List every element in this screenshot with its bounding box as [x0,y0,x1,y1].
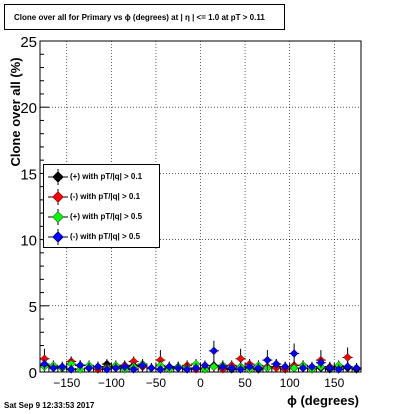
data-point [102,365,112,374]
legend-label: (+) with pT/|q| > 0.5 [70,212,143,221]
data-point [236,365,245,374]
x-tick-label: −150 [53,376,80,390]
legend-label: (-) with pT/|q| > 0.5 [70,232,141,241]
data-point [280,362,290,371]
data-point [75,361,85,370]
legend-marker-green [48,209,68,225]
data-point [316,358,326,368]
data-point [191,363,201,373]
legend-marker-black [48,169,68,185]
data-point [111,363,121,373]
data-point [66,365,76,374]
data-point [129,365,138,374]
y-tick-label: 20 [20,100,37,117]
data-point [218,362,228,371]
data-point [325,363,335,373]
legend-marker-blue [48,229,68,245]
data-point [289,363,299,373]
data-point [289,349,299,358]
data-point [343,353,352,362]
data-point [263,355,272,365]
chart-title: Clone over all for Primary vs ϕ (degrees… [4,4,285,30]
data-point [182,365,192,374]
data-point [173,363,183,373]
x-tick-label: 150 [324,376,344,390]
data-point [200,361,210,370]
legend-entry-plus-05: (+) with pT/|q| > 0.5 [44,207,161,227]
data-point [209,346,219,356]
legend-entry-minus-05: (-) with pT/|q| > 0.5 [44,227,161,247]
data-point [93,362,103,371]
data-point [298,363,308,373]
timestamp: Sat Sep 9 12:33:53 2017 [4,401,95,410]
y-tick-label: 10 [20,233,37,250]
data-point [227,363,236,373]
data-point [254,363,263,373]
data-point [138,361,147,370]
data-point [352,363,361,373]
x-tick-label: −100 [98,376,125,390]
legend-entry-plus-01: (+) with pT/|q| > 0.1 [44,167,161,187]
data-point [165,362,174,371]
data-point [84,363,94,373]
x-tick-label: −50 [146,376,167,390]
y-axis-label: Clone over all (%) [8,57,23,166]
data-point [156,365,165,374]
legend: (+) with pT/|q| > 0.1 (-) with pT/|q| > … [43,164,160,248]
data-point [147,363,156,373]
y-tick-label: 5 [29,299,37,316]
data-point [40,359,49,369]
data-point [245,362,254,371]
x-tick-label: 50 [238,376,252,390]
y-tick-label: 25 [20,34,37,51]
data-markers [39,340,362,374]
chart-title-text: Clone over all for Primary vs ϕ (degrees… [14,12,265,22]
legend-entry-minus-01: (-) with pT/|q| > 0.1 [44,187,161,207]
data-point [58,362,67,371]
y-tick-label: 0 [29,365,37,382]
x-tick-label: 0 [197,376,204,390]
data-point [334,365,343,374]
data-point [120,362,129,371]
legend-marker-red [48,189,68,205]
axis-ticks: −150 −100 −50 0 50 100 150 0 5 10 15 20 25 [20,34,362,390]
data-point [272,359,281,369]
legend-label: (-) with pT/|q| > 0.1 [70,192,141,201]
data-point [49,363,58,373]
legend-label: (+) with pT/|q| > 0.1 [70,172,143,181]
x-axis-label: ϕ (degrees) [287,393,359,408]
data-point [307,362,317,371]
data-point [209,362,219,371]
y-tick-label: 15 [20,166,37,183]
data-point [343,362,352,371]
x-tick-label: 100 [280,376,300,390]
